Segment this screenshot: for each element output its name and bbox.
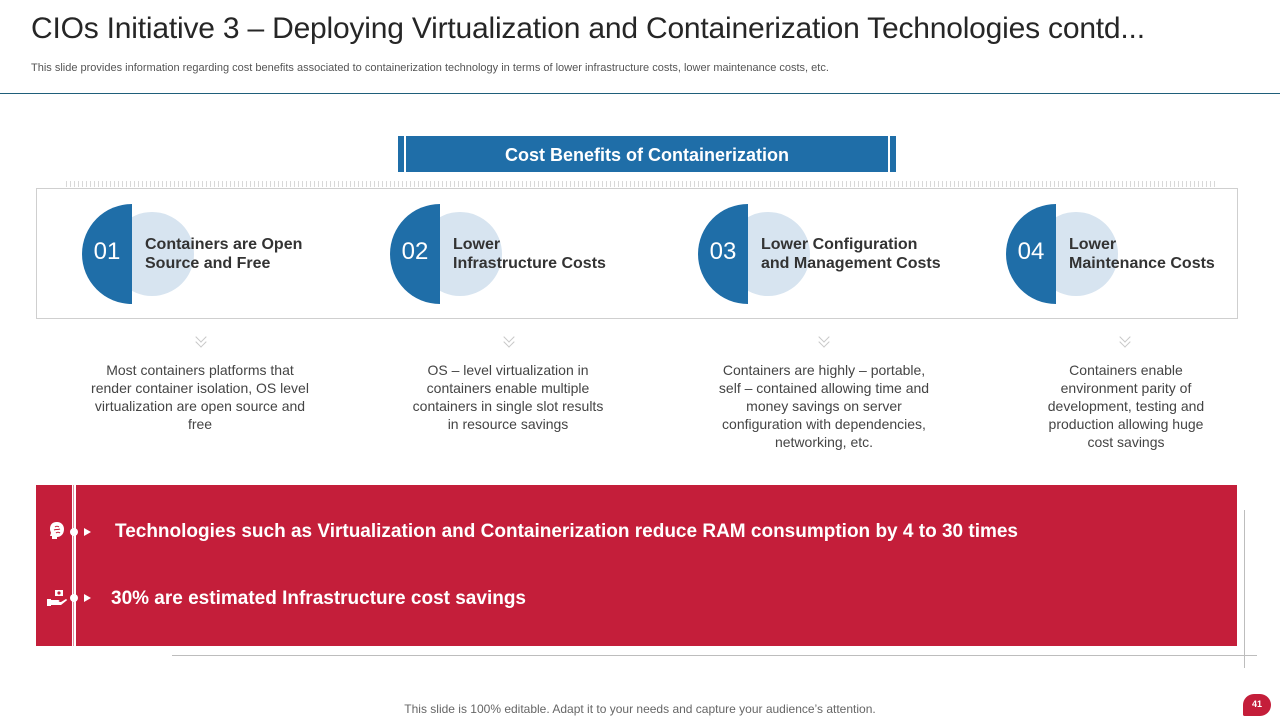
timeline-line bbox=[72, 485, 76, 646]
brain-head-icon bbox=[50, 522, 64, 539]
slide-subtitle: This slide provides information regardin… bbox=[31, 62, 829, 74]
section-title: Cost Benefits of Containerization bbox=[504, 145, 789, 165]
benefit-title-line-2: Maintenance Costs bbox=[1069, 255, 1215, 272]
chevron-down-icon bbox=[1118, 331, 1132, 348]
benefit-title-line-1: Lower Configuration bbox=[761, 236, 918, 253]
benefit-description-2: OS – level virtualization in containers … bbox=[412, 362, 604, 432]
section-banner: Cost Benefits of Containerization bbox=[398, 136, 896, 172]
page-number: 41 bbox=[1251, 699, 1262, 709]
banner-edge-right bbox=[888, 136, 890, 172]
benefit-title: Lower Maintenance Costs bbox=[1069, 235, 1269, 273]
banner-edge-left bbox=[404, 136, 406, 172]
highlight-text-1: Technologies such as Virtualization and … bbox=[115, 521, 1019, 542]
benefit-title-line-1: Lower bbox=[1069, 236, 1117, 253]
page-number-badge: 41 bbox=[1243, 694, 1271, 716]
benefit-number: 02 bbox=[401, 238, 429, 265]
slide-title: CIOs Initiative 3 – Deploying Virtualiza… bbox=[31, 12, 1145, 45]
benefit-card-3: 03 Lower Configuration and Management Co… bbox=[698, 204, 958, 304]
arrow-right-icon bbox=[84, 594, 91, 602]
benefit-number: 04 bbox=[1017, 238, 1045, 265]
benefit-description-1: Most containers platforms that render co… bbox=[91, 362, 309, 432]
benefit-description-3: Containers are highly – portable, self –… bbox=[718, 362, 930, 450]
arrow-right-icon bbox=[84, 528, 91, 536]
circle-half bbox=[698, 204, 798, 304]
circle-half bbox=[1006, 204, 1106, 304]
chevron-down-icon bbox=[502, 331, 516, 348]
chevron-down-icon bbox=[194, 331, 208, 348]
highlights-panel: Technologies such as Virtualization and … bbox=[36, 485, 1237, 646]
benefit-card-2: 02 Lower Infrastructure Costs bbox=[390, 204, 650, 304]
benefit-title-line-2: Infrastructure Costs bbox=[453, 255, 606, 272]
timeline-dot bbox=[70, 528, 78, 536]
benefit-title-line-1: Containers are Open bbox=[145, 236, 303, 253]
benefit-description-4: Containers enable environment parity of … bbox=[1047, 362, 1205, 450]
benefit-title: Containers are Open Source and Free bbox=[145, 235, 345, 273]
highlight-text-2: 30% are estimated Infrastructure cost sa… bbox=[111, 588, 527, 609]
decorative-line-horizontal bbox=[172, 655, 1257, 656]
benefit-title: Lower Configuration and Management Costs bbox=[761, 235, 961, 273]
benefit-title-line-1: Lower bbox=[453, 236, 501, 253]
header-divider bbox=[0, 93, 1280, 94]
chevron-down-icon bbox=[817, 331, 831, 348]
timeline-dot bbox=[70, 594, 78, 602]
benefit-title-line-2: Source and Free bbox=[145, 255, 271, 272]
footer-note: This slide is 100% editable. Adapt it to… bbox=[404, 702, 876, 716]
benefit-title: Lower Infrastructure Costs bbox=[453, 235, 653, 273]
benefit-number: 03 bbox=[709, 238, 737, 265]
money-hand-icon bbox=[47, 590, 67, 606]
circle-half bbox=[390, 204, 490, 304]
benefit-card-4: 04 Lower Maintenance Costs bbox=[1006, 204, 1266, 304]
dotted-divider bbox=[66, 181, 1218, 187]
benefit-card-1: 01 Containers are Open Source and Free bbox=[82, 204, 342, 304]
benefit-number: 01 bbox=[93, 238, 121, 265]
decorative-line-vertical bbox=[1244, 510, 1245, 668]
benefit-title-line-2: and Management Costs bbox=[761, 255, 941, 272]
circle-half bbox=[82, 204, 182, 304]
